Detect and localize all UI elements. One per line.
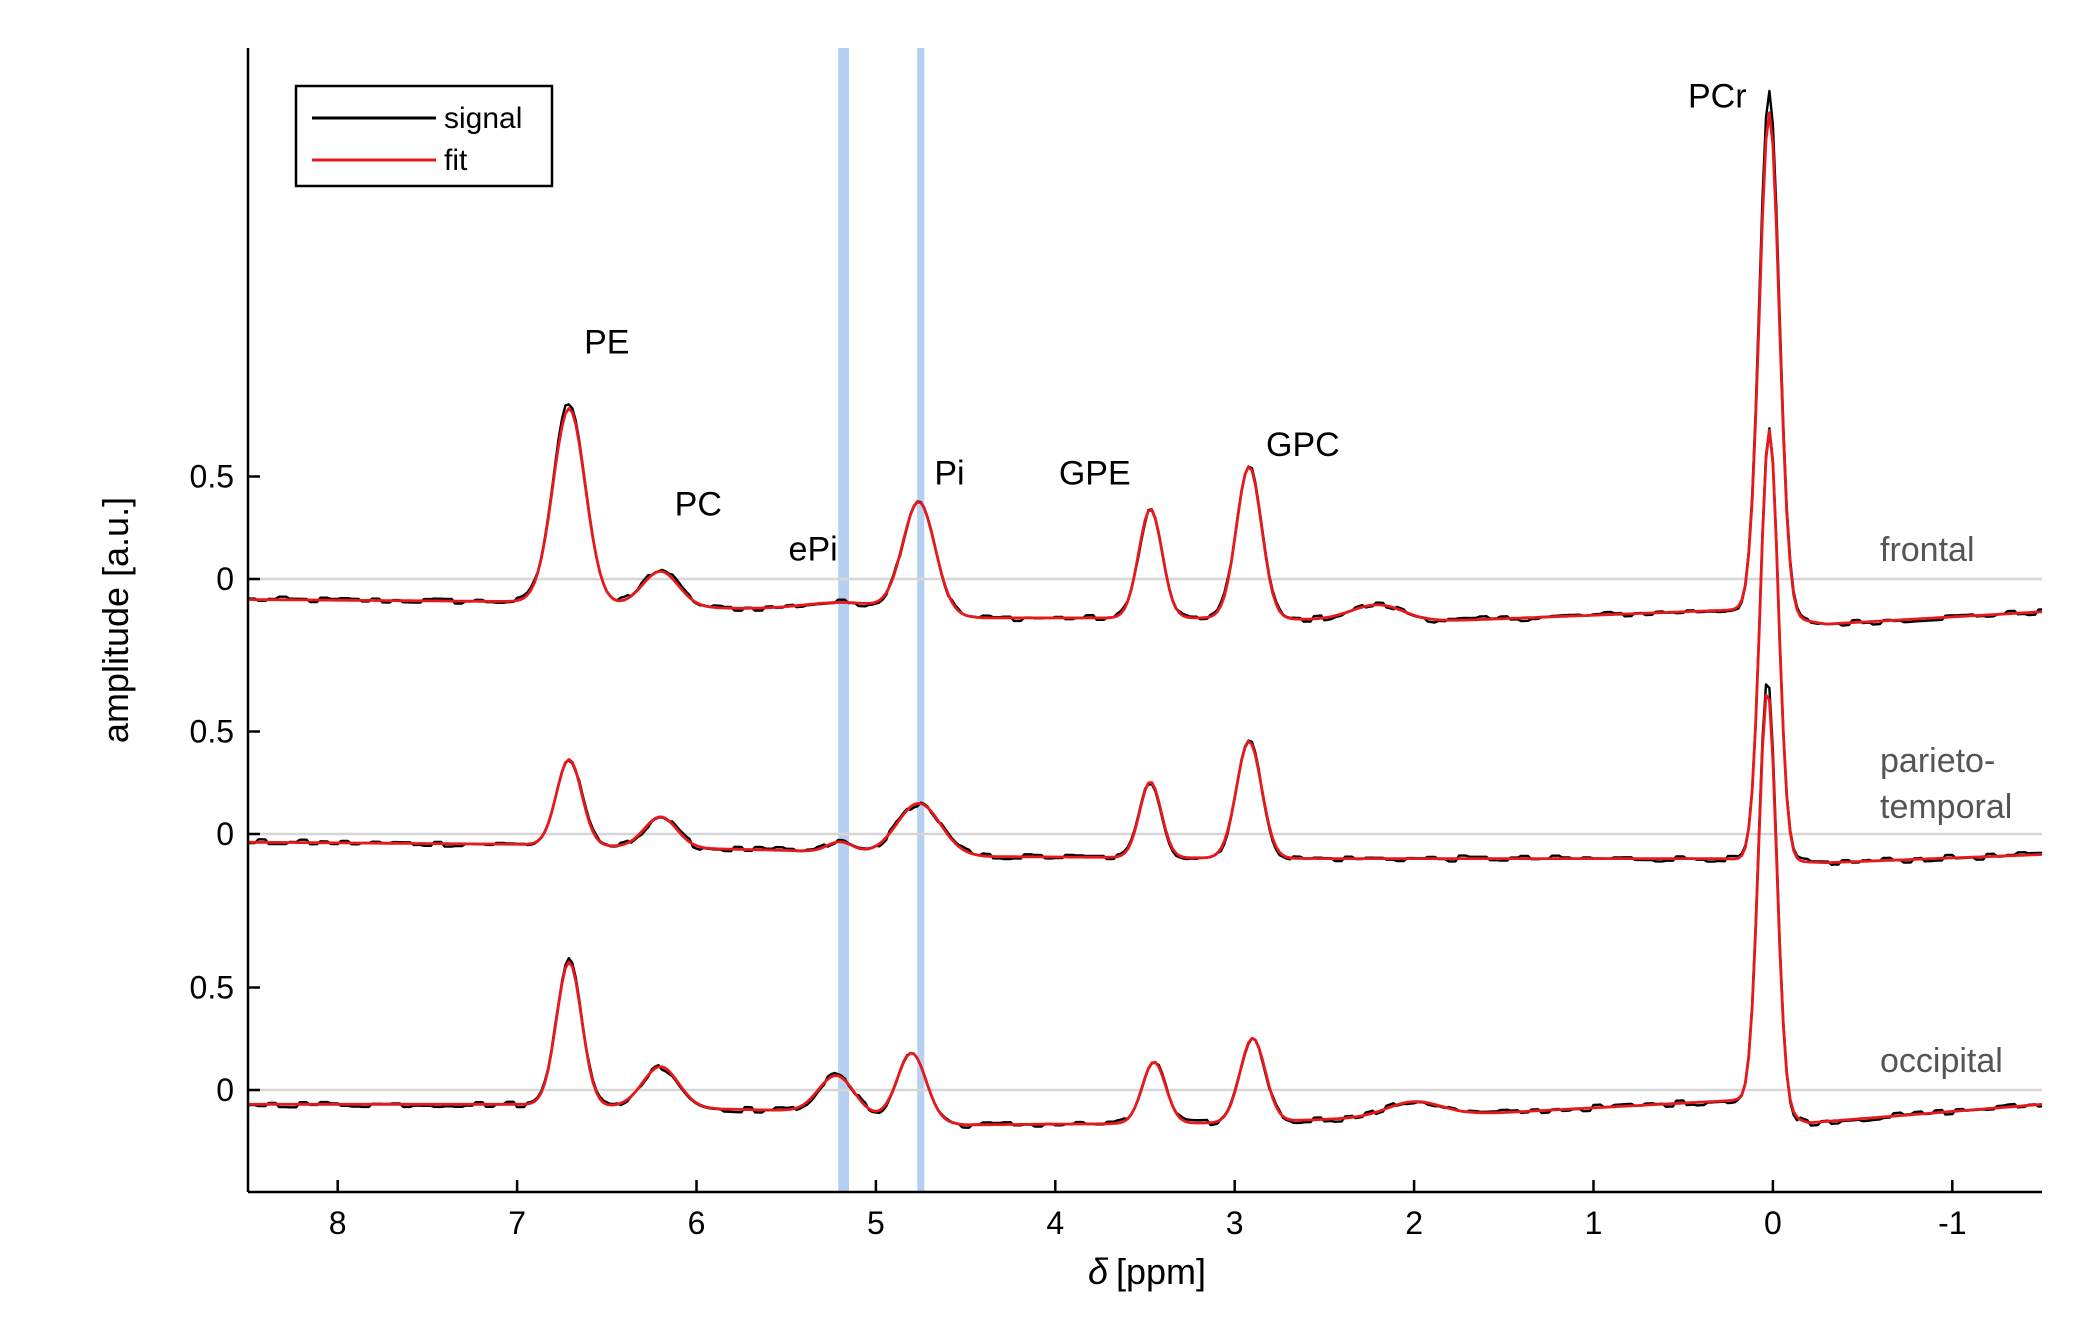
peak-label-pcr: PCr [1688,78,1747,116]
x-tick-label: 1 [1585,1205,1603,1241]
region-labels: frontal parieto-temporal occipital [1880,531,2012,1080]
highlight-bands [838,48,925,1192]
x-ticks: 8 7 6 5 4 3 2 1 0 -1 [329,1180,1967,1241]
y-tick-label: 0.5 [190,714,234,750]
region-label-parieto-temporal: parieto-temporal [1880,742,2012,826]
x-tick-label: 4 [1046,1205,1064,1241]
y-tick-label: 0 [216,816,234,852]
series-fit-frontal [248,111,2043,626]
legend-label-fit: fit [444,144,468,177]
region-label-frontal: frontal [1880,531,1975,569]
region-label-line-1: parieto- [1880,742,1995,780]
region-label-occipital: occipital [1880,1042,2003,1080]
peak-labels: PE PC ePi Pi GPE GPC PCr [584,78,1746,569]
x-tick-label: 7 [508,1205,526,1241]
y-tick-label: 0.5 [190,459,234,495]
x-tick-label: 0 [1764,1205,1782,1241]
y-tick-label: 0 [216,561,234,597]
series-fit-parieto-temporal [248,428,2043,864]
y-tick-label: 0.5 [190,970,234,1006]
x-axis-unit: [ppm] [1116,1251,1206,1292]
region-label-line-2: temporal [1880,788,2012,826]
x-tick-label: 5 [867,1205,885,1241]
series-lines [247,89,2043,1129]
highlight-band-2 [917,48,925,1192]
y-axis-title: amplitude [a.u.] [95,497,136,743]
peak-label-pi: Pi [934,455,964,493]
legend-label-signal: signal [444,102,522,135]
x-tick-label: 6 [688,1205,706,1241]
peak-label-gpc: GPC [1266,426,1340,464]
legend-box [294,84,554,188]
x-tick-label: 3 [1226,1205,1244,1241]
peak-label-pc: PC [675,485,722,523]
x-axis-symbol: δ [1088,1251,1109,1292]
x-tick-label: 8 [329,1205,347,1241]
x-tick-label: 2 [1405,1205,1423,1241]
y-tick-label: 0 [216,1072,234,1108]
y-ticks: 0.5 0 0.5 0 0.5 0 [190,459,260,1108]
x-tick-label: -1 [1938,1205,1966,1241]
legend: signal fit [294,84,554,188]
peak-label-gpe: GPE [1059,455,1131,493]
axes [246,48,2042,1194]
peak-label-pe: PE [584,324,629,362]
series-fit-occipital [248,693,2043,1127]
legend-entries: signal fit [312,102,522,177]
highlight-band-1 [838,48,849,1192]
peak-label-epi: ePi [789,531,838,569]
x-axis-title: δ [ppm] [1088,1251,1206,1292]
